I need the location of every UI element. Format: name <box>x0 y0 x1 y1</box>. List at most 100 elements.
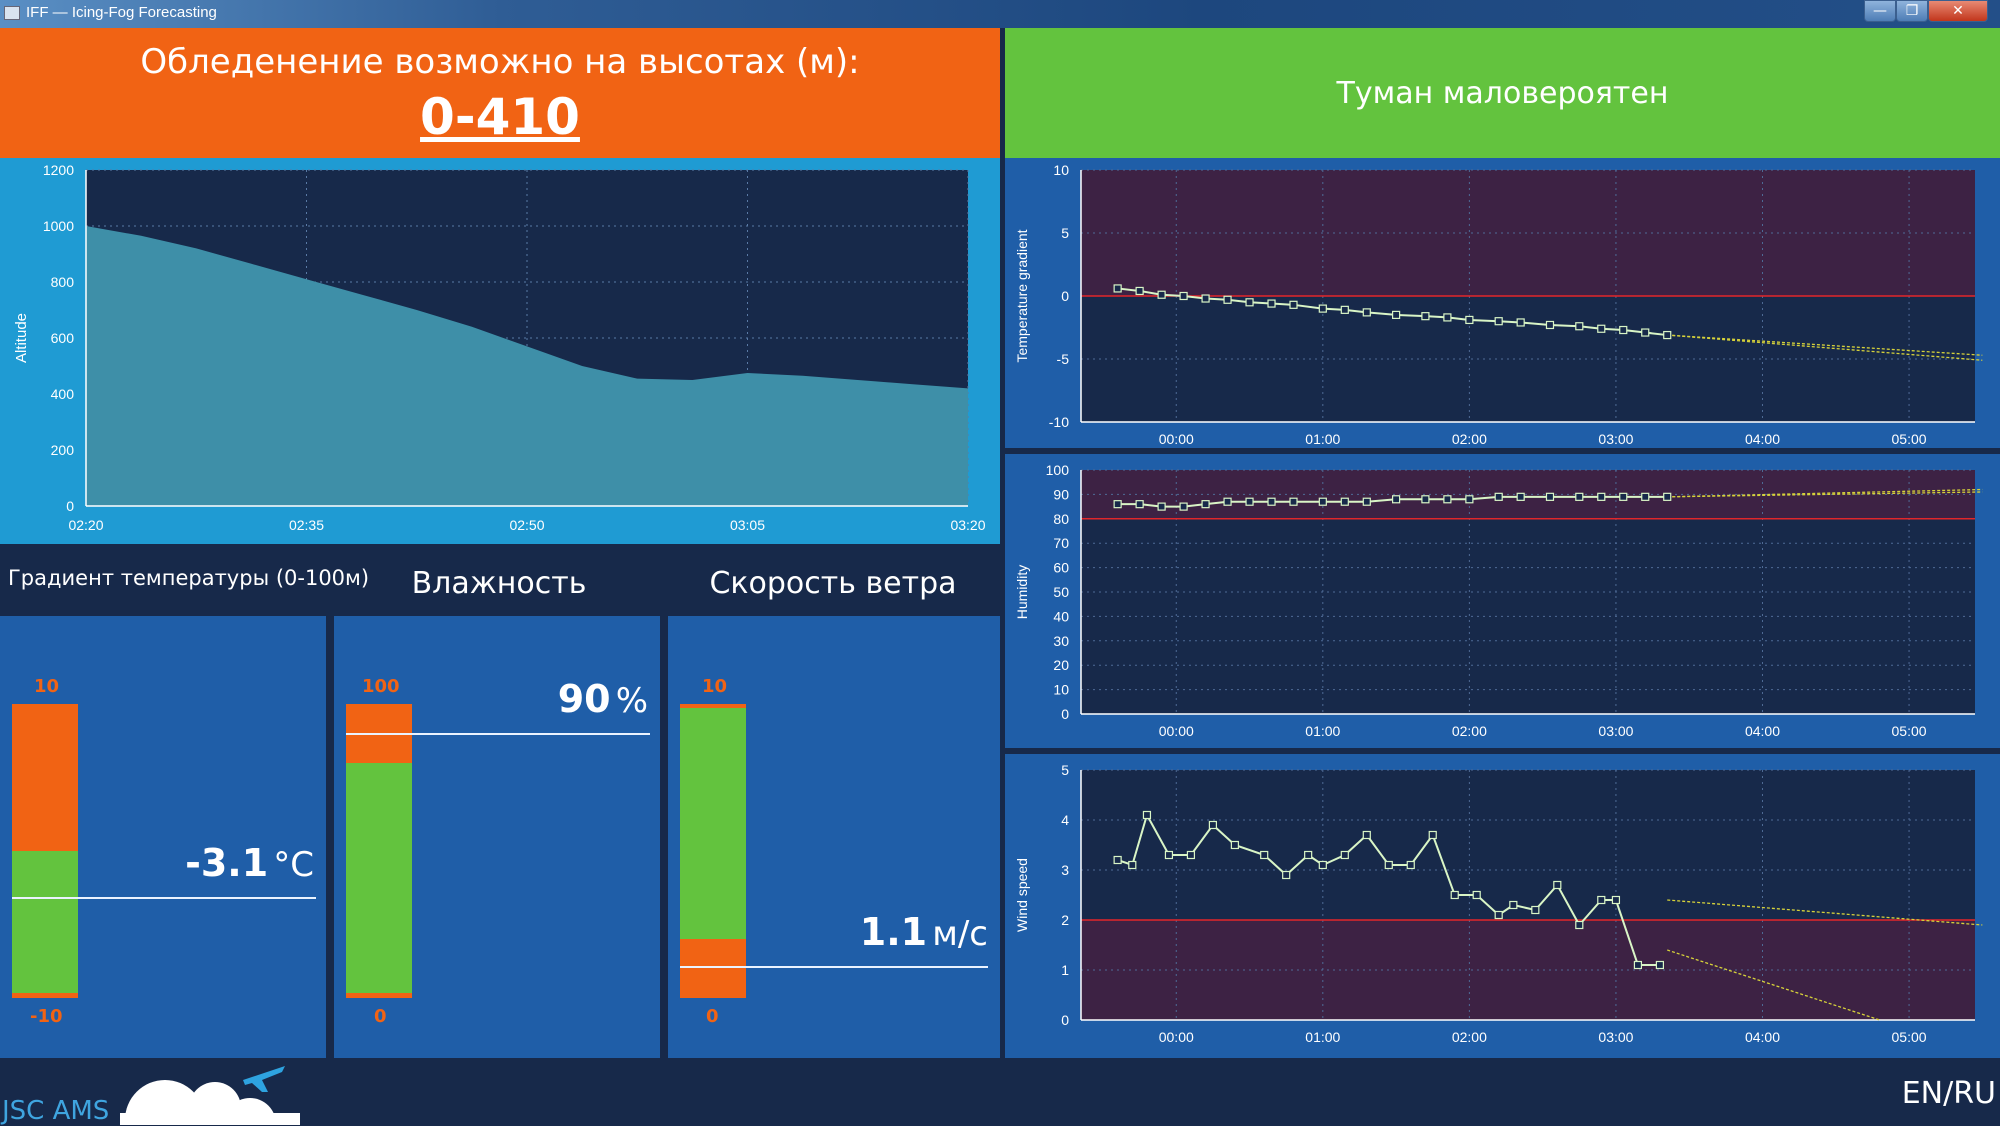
wind-speed-alert-zone <box>1081 920 1975 1020</box>
trend-charts-panel: 10 5 0 -5 -10 00:00 01:00 02:00 03:00 04:00 05:00 T… <box>1005 158 2000 1058</box>
altitude-chart: 0 200 400 600 800 1000 1200 02:20 02:35 02:50 03:0… <box>13 162 986 533</box>
humidity-data-point <box>1516 492 1525 501</box>
chart-separator <box>1005 448 2000 454</box>
maximize-button[interactable]: ❐ <box>1896 0 1928 22</box>
temp-gradient-ytick-label: 5 <box>1061 225 1069 241</box>
wind-speed-data-point <box>1186 850 1196 860</box>
temp-gradient-ytick-label: 0 <box>1061 288 1069 304</box>
temp-max-label: 10 <box>34 676 60 697</box>
temp-gradient-data-point <box>1113 284 1122 293</box>
wind-speed-data-point <box>1450 890 1459 900</box>
wind-speed-ytick-label: 2 <box>1061 912 1069 928</box>
wind-gauge-title: Скорость ветра <box>709 566 957 601</box>
wind-speed-data-point <box>1428 830 1437 840</box>
humidity-data-point <box>1179 502 1188 511</box>
wind-min-label: 0 <box>706 1006 719 1027</box>
fog-message: Туман маловероятен <box>1336 76 1669 111</box>
humidity-number: 90 <box>557 677 611 722</box>
temp-gradient-axis-label: Temperature gradient <box>1014 229 1030 362</box>
humidity-data-point <box>1421 495 1430 504</box>
fog-banner: Туман маловероятен <box>1005 28 2000 158</box>
close-button[interactable]: ✕ <box>1928 0 1988 22</box>
humidity-data-point <box>1362 497 1371 506</box>
temp-gradient-data-point <box>1597 324 1606 333</box>
humidity-ytick-label: 50 <box>1053 584 1069 600</box>
wind-speed-ytick-label: 3 <box>1061 862 1069 878</box>
temp-number: -3.1 <box>185 840 269 885</box>
humidity-data-point <box>1201 500 1210 509</box>
temp-gradient-data-point <box>1340 305 1349 314</box>
humidity-data-point <box>1494 492 1503 501</box>
temp-gradient-data-point <box>1494 317 1503 326</box>
wind-speed-data-point <box>1494 910 1503 920</box>
temp-gradient-ytick-label: 10 <box>1053 162 1069 178</box>
icing-heading: Обледенение возможно на высотах (м): <box>140 42 860 82</box>
wind-speed-data-point <box>1128 860 1137 870</box>
humidity-ytick-label: 60 <box>1053 560 1069 576</box>
chart-separator <box>1005 748 2000 754</box>
humidity-data-point <box>1157 502 1166 511</box>
temp-gradient-xtick-label: 04:00 <box>1745 431 1780 447</box>
temp-gradient-xtick-label: 01:00 <box>1305 431 1340 447</box>
wind-speed-data-point <box>1208 820 1218 830</box>
temp-gradient-data-point <box>1619 325 1628 335</box>
window-title: IFF — Icing-Fog Forecasting <box>26 4 217 21</box>
wind-speed-xtick-label: 02:00 <box>1452 1029 1487 1045</box>
wind-speed-axis-label: Wind speed <box>1014 858 1030 932</box>
humidity-data-point <box>1597 492 1606 501</box>
altitude-ytick-label: 200 <box>51 442 75 458</box>
humidity-xtick-label: 00:00 <box>1159 723 1194 739</box>
humidity-ytick-label: 90 <box>1053 486 1069 502</box>
humidity-data-point <box>1443 495 1452 504</box>
icing-range: 0-410 <box>420 88 580 146</box>
humidity-ytick-label: 30 <box>1053 633 1069 649</box>
wind-speed-data-point <box>1113 855 1122 865</box>
app-icon <box>4 6 20 20</box>
altitude-xtick-label: 02:50 <box>509 517 544 533</box>
humidity-data-point <box>1465 495 1474 504</box>
altitude-axis-label: Altitude <box>13 313 30 363</box>
wind-speed-xtick-label: 04:00 <box>1745 1029 1780 1045</box>
wind-max-label: 10 <box>702 676 728 697</box>
brand-label: JSC AMS <box>2 1096 110 1126</box>
humidity-min-label: 0 <box>374 1006 387 1027</box>
cloud-shape <box>120 1080 300 1125</box>
humidity-ytick-label: 20 <box>1053 657 1069 673</box>
humidity-ytick-label: 70 <box>1053 535 1069 551</box>
wind-speed-data-point <box>1611 895 1621 905</box>
temp-gradient-data-point <box>1443 313 1452 322</box>
minimize-button[interactable]: — <box>1864 0 1896 22</box>
humidity-xtick-label: 02:00 <box>1452 723 1487 739</box>
wind-speed-data-point <box>1575 920 1584 930</box>
gauge-headers: Градиент температуры (0-100м) Влажность … <box>0 544 1000 616</box>
temp-gradient-xtick-label: 02:00 <box>1452 431 1487 447</box>
wind-speed-data-point <box>1472 890 1481 900</box>
humidity-data-point <box>1135 500 1144 509</box>
language-toggle[interactable]: EN/RU <box>1901 1076 1996 1111</box>
temp-gradient-forecast-line <box>1667 334 1983 361</box>
humidity-ytick-label: 100 <box>1046 462 1070 478</box>
wind-speed-data-point <box>1340 850 1349 860</box>
temp-gradient-data-point <box>1318 304 1327 313</box>
humidity-axis-label: Humidity <box>1014 565 1030 619</box>
altitude-xtick-label: 02:20 <box>68 517 103 533</box>
humidity-ytick-label: 40 <box>1053 608 1069 624</box>
temp-gradient-forecast-line <box>1667 334 1983 356</box>
temp-gradient-alert-zone <box>1081 170 1975 296</box>
wind-speed-ytick-label: 4 <box>1061 812 1069 828</box>
humidity-data-point <box>1663 492 1672 501</box>
wind-speed-xtick-label: 05:00 <box>1892 1029 1927 1045</box>
humidity-data-point <box>1619 492 1628 501</box>
humidity-forecast-line <box>1667 491 1983 498</box>
altitude-ytick-label: 400 <box>51 386 75 402</box>
wind-speed-data-point <box>1318 860 1327 870</box>
altitude-ytick-label: 1000 <box>43 218 74 234</box>
humidity-unit: % <box>615 681 648 722</box>
altitude-area <box>86 226 968 506</box>
wind-value-marker <box>680 965 988 968</box>
wind-speed-data-point <box>1531 905 1540 915</box>
temp-gradient-data-point <box>1157 290 1166 299</box>
humidity-value: 90 % <box>558 677 648 721</box>
wind-speed-forecast-line <box>1667 949 1880 1021</box>
wind-speed-xtick-label: 03:00 <box>1598 1029 1633 1045</box>
